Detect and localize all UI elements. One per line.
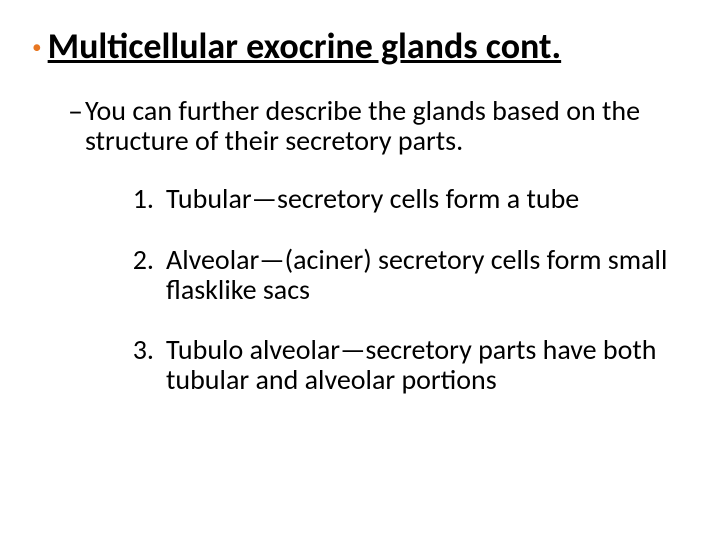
subpoint-row: – You can further describe the glands ba… [68, 96, 658, 156]
list-item: 2. Alveolar—(aciner) secretory cells for… [120, 245, 680, 305]
list-text: Tubular—secretory cells form a tube [166, 184, 680, 214]
list-number: 1. [120, 184, 154, 214]
list-number: 3. [120, 335, 154, 365]
title-row: · Multicellular exocrine glands cont. [32, 24, 688, 68]
list-item: 1. Tubular—secretory cells form a tube [120, 184, 680, 214]
slide-container: · Multicellular exocrine glands cont. – … [0, 0, 720, 540]
bullet-icon: · [32, 28, 42, 64]
numbered-list: 1. Tubular—secretory cells form a tube 2… [120, 184, 680, 395]
dash-icon: – [68, 96, 83, 128]
subpoint-text: You can further describe the glands base… [85, 96, 658, 156]
slide-title: Multicellular exocrine glands cont. [48, 24, 562, 68]
list-text: Tubulo alveolar—secretory parts have bot… [166, 335, 680, 395]
list-number: 2. [120, 245, 154, 275]
list-text: Alveolar—(aciner) secretory cells form s… [166, 245, 680, 305]
list-item: 3. Tubulo alveolar—secretory parts have … [120, 335, 680, 395]
